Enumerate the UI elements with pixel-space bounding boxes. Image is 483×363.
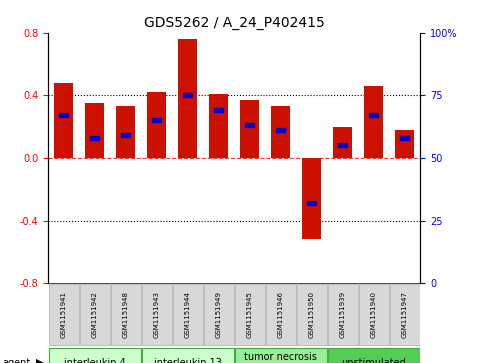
Bar xyxy=(85,103,104,158)
Text: agent: agent xyxy=(2,358,30,363)
Bar xyxy=(183,93,192,97)
FancyBboxPatch shape xyxy=(111,285,141,346)
Bar xyxy=(271,106,290,158)
Bar xyxy=(364,86,383,158)
Text: GSM1151948: GSM1151948 xyxy=(123,291,129,338)
Text: unstimulated: unstimulated xyxy=(341,358,406,363)
Text: GSM1151946: GSM1151946 xyxy=(278,291,284,338)
Bar xyxy=(396,130,414,158)
Bar xyxy=(90,136,99,140)
Text: interleukin 13: interleukin 13 xyxy=(154,358,222,363)
Bar xyxy=(245,123,255,127)
Text: interleukin 4: interleukin 4 xyxy=(64,358,126,363)
Text: GSM1151950: GSM1151950 xyxy=(309,291,315,338)
Bar xyxy=(369,113,378,117)
Text: GSM1151939: GSM1151939 xyxy=(340,291,346,338)
Text: GSM1151944: GSM1151944 xyxy=(185,291,191,338)
Text: GSM1151947: GSM1151947 xyxy=(402,291,408,338)
Bar xyxy=(307,201,316,205)
Bar xyxy=(210,94,228,158)
FancyBboxPatch shape xyxy=(142,285,171,346)
Bar xyxy=(276,129,285,132)
FancyBboxPatch shape xyxy=(235,348,327,363)
FancyBboxPatch shape xyxy=(390,285,420,346)
FancyBboxPatch shape xyxy=(359,285,389,346)
Bar xyxy=(214,109,224,112)
FancyBboxPatch shape xyxy=(49,348,141,363)
Text: GSM1151943: GSM1151943 xyxy=(154,291,160,338)
Bar xyxy=(59,113,69,117)
Bar xyxy=(121,134,130,137)
FancyBboxPatch shape xyxy=(173,285,203,346)
FancyBboxPatch shape xyxy=(266,285,296,346)
Bar xyxy=(333,127,352,158)
FancyBboxPatch shape xyxy=(49,285,79,346)
Text: GSM1151942: GSM1151942 xyxy=(92,291,98,338)
Bar xyxy=(241,100,259,158)
Text: GSM1151941: GSM1151941 xyxy=(61,291,67,338)
Bar xyxy=(55,83,73,158)
Bar xyxy=(116,106,135,158)
Text: GSM1151945: GSM1151945 xyxy=(247,291,253,338)
FancyBboxPatch shape xyxy=(235,285,265,346)
Bar xyxy=(338,143,347,147)
Bar xyxy=(400,136,410,140)
FancyBboxPatch shape xyxy=(297,285,327,346)
FancyBboxPatch shape xyxy=(328,285,357,346)
Bar xyxy=(302,158,321,239)
FancyBboxPatch shape xyxy=(328,348,420,363)
Text: GSM1151949: GSM1151949 xyxy=(216,291,222,338)
Bar xyxy=(147,92,166,158)
Text: ▶: ▶ xyxy=(36,358,45,363)
Text: GSM1151940: GSM1151940 xyxy=(371,291,377,338)
Title: GDS5262 / A_24_P402415: GDS5262 / A_24_P402415 xyxy=(144,16,325,30)
Bar xyxy=(179,39,197,158)
Bar xyxy=(152,118,161,122)
FancyBboxPatch shape xyxy=(142,348,234,363)
Text: tumor necrosis
factor-α: tumor necrosis factor-α xyxy=(244,352,317,363)
FancyBboxPatch shape xyxy=(80,285,110,346)
FancyBboxPatch shape xyxy=(204,285,234,346)
